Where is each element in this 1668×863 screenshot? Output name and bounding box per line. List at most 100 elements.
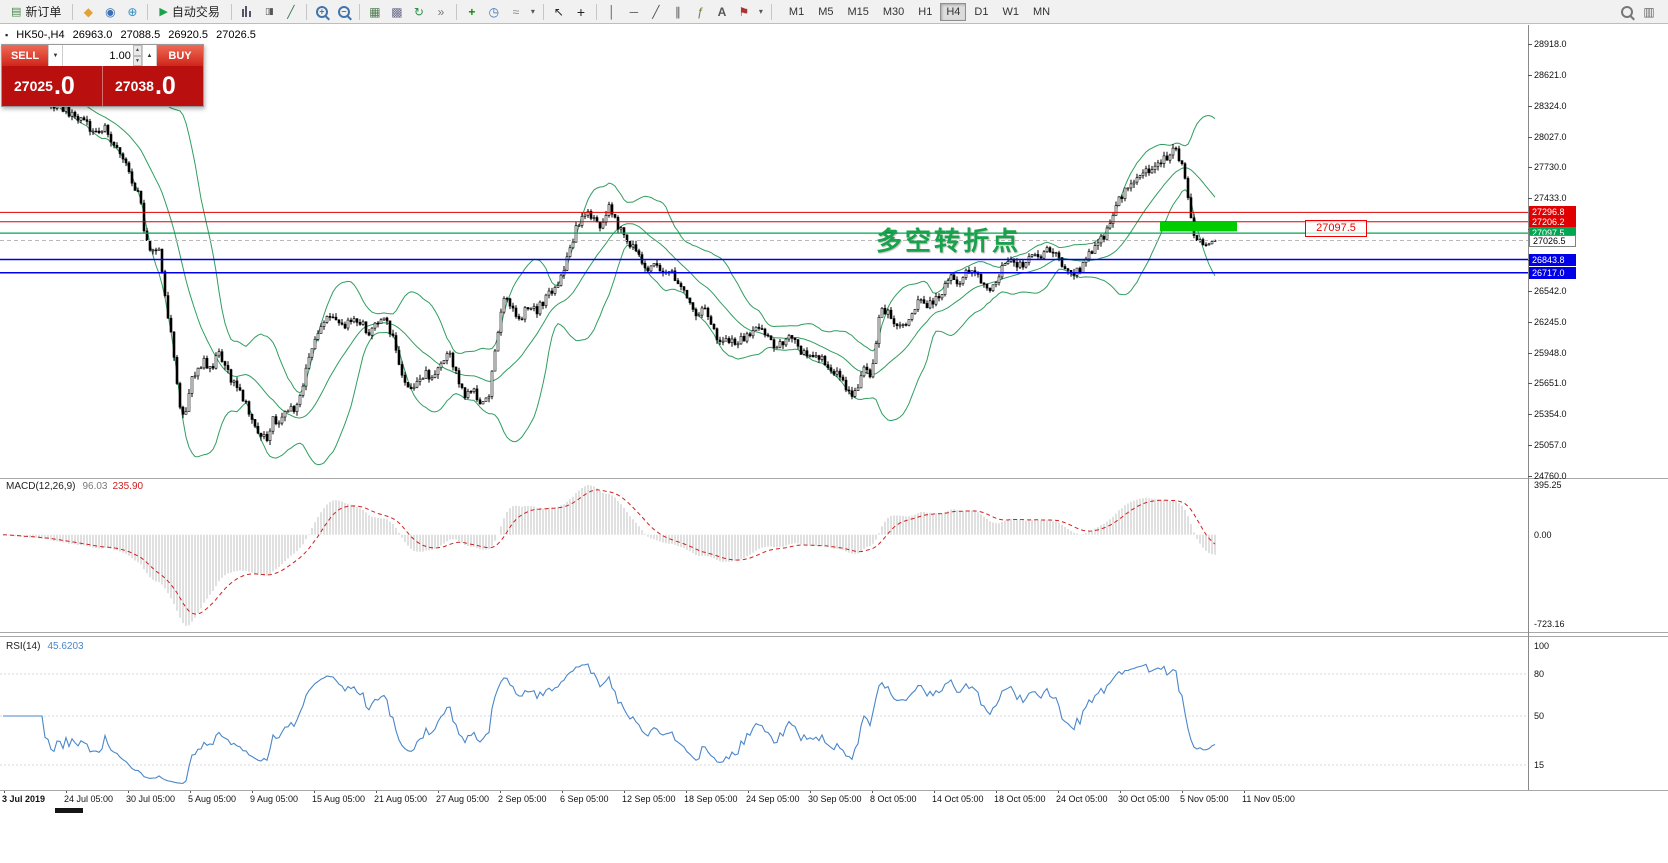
- sell-price-button[interactable]: 27025.0: [2, 66, 103, 106]
- timeframe-button-h4[interactable]: H4: [940, 2, 967, 21]
- toolbar-separator: [595, 3, 597, 20]
- timeframe-button-m30[interactable]: M30: [882, 5, 905, 18]
- time-axis-label: 30 Sep 05:00: [808, 794, 862, 804]
- horizontal-level-lines[interactable]: [0, 211, 1528, 274]
- indicators-dropdown-arrow[interactable]: ▾: [530, 7, 535, 16]
- trade-panel-controls: SELL ▼ ▲ ▼ ▲ BUY: [2, 45, 203, 66]
- indicators-icon[interactable]: ≈: [512, 4, 520, 19]
- time-axis-tickmark: [376, 790, 377, 793]
- sell-button[interactable]: SELL: [2, 45, 48, 66]
- trendline-icon[interactable]: ╱: [652, 4, 660, 19]
- price-axis[interactable]: 28918.0 28621.0 28324.0 28027.0 27730.0 27433…: [1528, 0, 1668, 863]
- bollinger-lower: [59, 107, 1216, 466]
- panel-separator-macd-rsi[interactable]: [0, 632, 1668, 633]
- price-chart-canvas[interactable]: [0, 25, 1528, 478]
- channel-icon[interactable]: ∥: [674, 4, 681, 19]
- volume-input[interactable]: [63, 45, 133, 66]
- volume-decrease-button[interactable]: ▼: [48, 45, 63, 66]
- price-axis-tickmark: [1528, 44, 1532, 45]
- chart-shift-icon[interactable]: »: [437, 4, 445, 19]
- price-axis-tick-label: 28027.0: [1534, 131, 1567, 142]
- auto-scroll-icon[interactable]: ↻: [413, 4, 424, 19]
- time-axis[interactable]: 3 Jul 2019 24 Jul 05:00 30 Jul 05:00 5 Aug …: [0, 790, 1528, 806]
- time-axis-label: 24 Sep 05:00: [746, 794, 800, 804]
- timeframe-button-m5[interactable]: M5: [818, 5, 834, 18]
- bar-chart-type-icon[interactable]: [236, 2, 258, 22]
- text-label-icon[interactable]: A: [717, 4, 727, 19]
- rsi-axis-label: 80: [1534, 669, 1545, 679]
- time-axis-label: 30 Oct 05:00: [1118, 794, 1170, 804]
- bollinger-upper: [59, 80, 1216, 394]
- time-axis-label: 5 Aug 05:00: [188, 794, 237, 804]
- highlight-rectangle[interactable]: [1160, 222, 1237, 232]
- time-axis-label: 14 Oct 05:00: [932, 794, 984, 804]
- crosshair-icon[interactable]: +: [576, 3, 585, 20]
- price-tag-27296.8: 27296.8: [1529, 206, 1576, 219]
- cascade-windows-icon[interactable]: ▩: [391, 4, 403, 19]
- timeframe-button-w1[interactable]: W1: [1002, 5, 1019, 18]
- timeframe-button-d1[interactable]: D1: [974, 5, 989, 18]
- candlesticks[interactable]: [1, 80, 1217, 446]
- quote-open: 26963.0: [72, 29, 113, 41]
- timeframe-button-mn[interactable]: MN: [1032, 5, 1051, 18]
- line-chart-type-icon[interactable]: ╱: [287, 4, 295, 19]
- arrow-marks-icon[interactable]: ⚑: [738, 4, 750, 19]
- time-axis-tickmark: [252, 790, 253, 793]
- new-template-icon[interactable]: +: [468, 4, 476, 19]
- macd-name: MACD(12,26,9): [6, 481, 76, 492]
- time-axis-tickmark: [500, 790, 501, 793]
- compass-icon[interactable]: ◆: [83, 4, 94, 19]
- search-icon[interactable]: [1616, 2, 1638, 22]
- buy-price-button[interactable]: 27038.0: [103, 66, 203, 106]
- time-axis-tickmark: [996, 790, 997, 793]
- turning-point-annotation[interactable]: 多空转折点: [876, 226, 1022, 256]
- zoom-in-icon[interactable]: [311, 2, 333, 22]
- macd-indicator-label: MACD(12,26,9) 96.03 235.90: [6, 481, 143, 492]
- candlestick-type-icon[interactable]: ▯▮: [264, 6, 274, 16]
- price-annotation-box[interactable]: 27097.5: [1305, 220, 1367, 237]
- timeframe-button-m1[interactable]: M1: [788, 5, 805, 18]
- rsi-canvas[interactable]: [0, 638, 1528, 790]
- time-axis-tickmark: [1058, 790, 1059, 793]
- price-axis-tick-label: 24760.0: [1534, 470, 1567, 481]
- volume-spin-down[interactable]: ▼: [132, 55, 142, 66]
- macd-canvas[interactable]: [0, 479, 1528, 632]
- new-order-button[interactable]: ▤ 新订单: [4, 2, 68, 22]
- volume-spinner: ▲ ▼: [132, 45, 142, 66]
- globe-help-icon[interactable]: ⊕: [127, 4, 138, 19]
- timeframe-group: M1 M5 M15 M30 H1 H4 D1 W1 MN: [782, 2, 1057, 21]
- price-axis-tickmark: [1528, 167, 1532, 169]
- tile-windows-icon[interactable]: ▦: [369, 4, 381, 19]
- timeframe-button-m15[interactable]: M15: [847, 5, 869, 18]
- volume-increase-button[interactable]: ▲: [142, 45, 157, 66]
- fibonacci-icon[interactable]: ƒ: [696, 4, 704, 19]
- quote-low: 26920.5: [168, 29, 209, 41]
- vertical-line-icon[interactable]: │: [608, 4, 616, 19]
- zoom-out-icon[interactable]: [333, 2, 355, 22]
- horizontal-line-icon[interactable]: ─: [629, 4, 639, 19]
- time-axis-tickmark: [190, 790, 191, 793]
- shapes-dropdown-arrow[interactable]: ▾: [758, 7, 763, 16]
- price-axis-tickmark: [1528, 198, 1532, 200]
- buy-button[interactable]: BUY: [157, 45, 203, 66]
- macd-value: 96.03: [82, 481, 108, 492]
- time-axis-label: 30 Jul 05:00: [126, 794, 176, 804]
- volume-spin-up[interactable]: ▲: [132, 45, 142, 56]
- cursor-icon[interactable]: ↖: [553, 4, 564, 19]
- autotrading-button[interactable]: ▶ 自动交易: [152, 2, 226, 22]
- community-icon[interactable]: ◉: [105, 4, 116, 19]
- panel-separator-line: [0, 636, 1668, 637]
- window-layout-icon[interactable]: ▥: [1643, 4, 1655, 19]
- magnifier-glyph: [1621, 5, 1633, 18]
- clock-icon[interactable]: ◷: [488, 4, 500, 19]
- sell-price-main: 27025: [14, 78, 53, 94]
- buy-price-big: .0: [154, 71, 176, 100]
- time-axis-label: 18 Sep 05:00: [684, 794, 738, 804]
- toolbar-separator: [542, 3, 544, 20]
- timeframe-button-h1[interactable]: H1: [918, 5, 933, 18]
- panel-separator-main-macd[interactable]: [0, 478, 1668, 479]
- rsi-axis-label: 50: [1534, 711, 1545, 721]
- time-axis-tickmark: [872, 790, 873, 793]
- price-tag-26843.8: 26843.8: [1529, 253, 1576, 266]
